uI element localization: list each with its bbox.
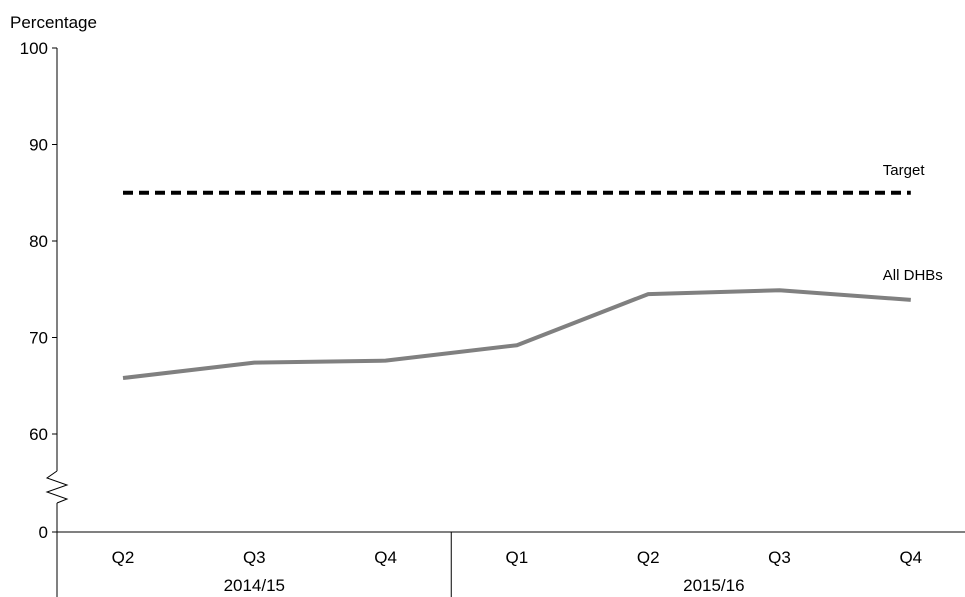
y-tick-label: 100 <box>20 39 48 58</box>
x-tick-label: Q4 <box>374 548 397 567</box>
x-axis: Q2 Q3 Q4 Q1 Q2 Q3 Q4 2014/15 2015/16 <box>56 531 965 597</box>
x-tick-label: Q3 <box>768 548 791 567</box>
x-tick-label: Q1 <box>506 548 529 567</box>
x-group-label: 2015/16 <box>683 576 744 595</box>
series-label: Target <box>883 162 926 179</box>
x-tick-label: Q3 <box>243 548 266 567</box>
y-tick-label: 60 <box>29 425 48 444</box>
axis-break-icon <box>45 470 69 504</box>
series-label: All DHBs <box>883 267 943 284</box>
y-tick-label: 80 <box>29 232 48 251</box>
x-tick-label: Q4 <box>899 548 922 567</box>
series-labels: All DHBs Target <box>883 162 943 284</box>
x-group-label: 2014/15 <box>224 576 285 595</box>
x-tick-label: Q2 <box>637 548 660 567</box>
x-tick-label: Q2 <box>112 548 135 567</box>
y-tick-label: 70 <box>29 329 48 348</box>
y-axis-title: Percentage <box>10 13 97 32</box>
y-tick-label: 90 <box>29 136 48 155</box>
y-tick-label: 0 <box>39 523 48 542</box>
series-line-all-dhbs <box>122 288 911 381</box>
series-layer <box>122 190 911 381</box>
y-axis: 0 60 70 80 90 100 <box>20 39 69 542</box>
